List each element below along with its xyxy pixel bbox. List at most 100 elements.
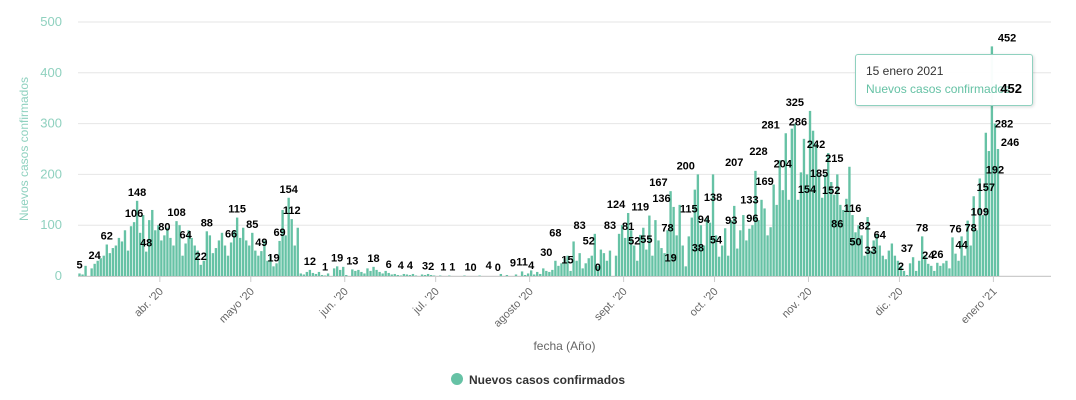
bar xyxy=(872,240,875,276)
bar xyxy=(633,245,636,276)
data-label: 94 xyxy=(698,214,711,226)
bar xyxy=(499,273,503,276)
legend-label: Nuevos casos confirmados xyxy=(468,373,626,387)
bar xyxy=(717,256,721,276)
bar xyxy=(390,274,393,276)
data-label: 246 xyxy=(1001,137,1019,149)
bar xyxy=(775,204,778,276)
bar xyxy=(232,230,236,276)
data-label: 138 xyxy=(704,192,722,204)
data-label: 185 xyxy=(810,168,828,180)
bar xyxy=(808,110,812,277)
data-label: 112 xyxy=(283,205,301,217)
bar xyxy=(687,236,690,276)
bar xyxy=(196,250,199,276)
bar xyxy=(805,174,809,276)
data-label: 119 xyxy=(631,202,649,214)
data-label: 2 xyxy=(898,261,904,273)
bar xyxy=(836,174,839,276)
data-label: 136 xyxy=(652,193,670,205)
bar xyxy=(860,235,863,276)
bar xyxy=(651,255,654,276)
bar xyxy=(399,275,402,276)
bar xyxy=(335,266,339,276)
bar xyxy=(278,240,281,276)
data-label: 76 xyxy=(949,223,961,235)
bar xyxy=(669,191,672,276)
bar xyxy=(733,205,736,276)
data-label: 83 xyxy=(574,220,586,232)
bar xyxy=(675,235,678,276)
bar xyxy=(578,253,581,276)
bar xyxy=(699,225,703,276)
bar xyxy=(102,255,105,276)
data-label: 1 xyxy=(440,261,446,273)
data-label: 1 xyxy=(322,261,328,273)
tooltip-value: 452 xyxy=(1000,81,1022,96)
bar xyxy=(711,174,715,276)
y-tick-label: 100 xyxy=(40,217,62,232)
bar xyxy=(175,221,178,276)
bar xyxy=(90,268,93,276)
bar xyxy=(302,274,306,276)
bar xyxy=(827,153,830,276)
data-label: 148 xyxy=(128,187,146,199)
bar xyxy=(920,236,924,276)
bar xyxy=(727,255,730,276)
bar xyxy=(978,178,981,276)
bar xyxy=(202,260,205,276)
bar xyxy=(151,209,154,276)
data-label: 30 xyxy=(540,247,552,259)
bar xyxy=(257,255,260,276)
bar xyxy=(672,206,675,276)
bar xyxy=(705,217,709,276)
bar xyxy=(96,260,99,276)
data-label: 200 xyxy=(677,160,695,172)
bar xyxy=(693,189,697,276)
data-label: 115 xyxy=(680,204,698,216)
data-label: 116 xyxy=(844,203,862,215)
data-label: 325 xyxy=(786,97,804,109)
data-label: 54 xyxy=(710,235,723,247)
bar xyxy=(799,172,803,276)
bar xyxy=(129,226,133,276)
bar xyxy=(560,263,563,276)
bar xyxy=(966,220,969,276)
bar xyxy=(623,237,627,276)
bar xyxy=(545,270,548,276)
data-label: 49 xyxy=(255,237,267,249)
bar xyxy=(117,237,121,276)
bar xyxy=(351,269,354,276)
bar xyxy=(299,273,302,276)
bar xyxy=(132,222,136,276)
bar xyxy=(569,270,572,276)
bar xyxy=(645,249,648,276)
bar xyxy=(463,275,466,276)
bar xyxy=(839,204,842,276)
bar xyxy=(890,243,894,276)
data-label: 93 xyxy=(725,215,737,227)
bar xyxy=(739,230,742,276)
bar xyxy=(190,237,193,276)
bar xyxy=(969,245,972,276)
bar xyxy=(981,215,984,276)
bar xyxy=(942,263,945,276)
bar xyxy=(820,197,824,276)
legend[interactable]: Nuevos casos confirmados xyxy=(0,373,1076,387)
data-label: 19 xyxy=(664,252,676,264)
bar xyxy=(169,237,172,276)
data-label: 106 xyxy=(125,208,143,220)
bar xyxy=(975,230,978,276)
data-label: 281 xyxy=(761,119,779,131)
bar xyxy=(754,170,757,276)
data-label: 5 xyxy=(76,259,82,271)
bar xyxy=(960,236,963,276)
bar xyxy=(254,250,257,276)
data-label: 154 xyxy=(798,184,817,196)
bar xyxy=(626,213,630,276)
bar xyxy=(911,257,915,276)
bar xyxy=(639,234,642,276)
bar xyxy=(878,245,881,276)
data-label: 1 xyxy=(464,261,470,273)
bar xyxy=(423,274,427,276)
